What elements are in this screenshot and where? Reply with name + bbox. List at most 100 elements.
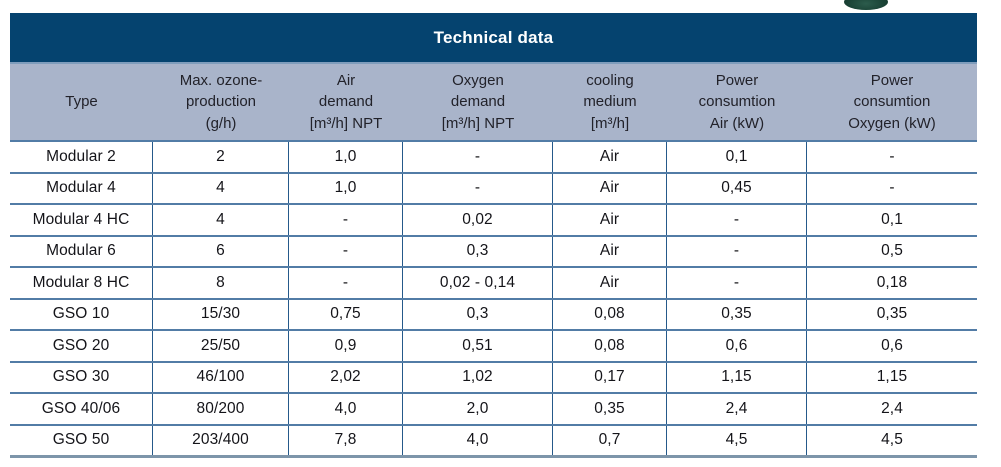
- table-cell: 2,4: [881, 399, 903, 417]
- column-header-line: [m³/h]: [590, 114, 630, 132]
- table-cell: 8: [153, 268, 289, 298]
- table-cell: 46/100: [153, 362, 289, 392]
- table-cell: -: [289, 236, 403, 266]
- table-cell: 80/200: [153, 394, 289, 424]
- table-cell: 0,18: [876, 273, 908, 291]
- table-cell: -: [889, 179, 895, 197]
- column-header: Max. ozone-production (g/h): [153, 64, 289, 140]
- table-cell: 0,17: [553, 362, 667, 392]
- table-cell: -: [403, 173, 553, 203]
- table-cell: 0,35: [876, 305, 908, 323]
- table-row: GSO 20 25/50 0,9 0,51 0,08 0,6 0,6: [10, 329, 977, 361]
- column-header: Type: [10, 64, 153, 140]
- column-header-line: Type: [65, 93, 98, 111]
- table-row: GSO 30 46/100 2,02 1,02 0,17 1,15 1,15: [10, 360, 977, 392]
- table-body: Modular 2 2 1,0- Air 0,1- Modular 4 4 1,0- Air 0,…: [10, 140, 977, 458]
- table-row: GSO 50 203/400 7,8 4,0 0,7 4,5 4,5: [10, 423, 977, 455]
- column-header-line: demand: [450, 93, 506, 111]
- table-row: GSO 40/06 80/200 4,0 2,0 0,35 2,4 2,4: [10, 392, 977, 424]
- table-title: Technical data: [433, 27, 554, 47]
- table-cell: Air: [553, 205, 667, 235]
- table-cell: 4,0: [403, 425, 553, 455]
- table-cell: Modular 2: [10, 142, 153, 172]
- table-cell: -: [403, 142, 553, 172]
- table-cell: 4,5: [667, 425, 807, 455]
- table-cell: GSO 30: [10, 362, 153, 392]
- table-cell: GSO 50: [10, 425, 153, 455]
- column-header-line: [m³/h] NPT: [309, 114, 383, 132]
- table-cell: 1,02: [403, 362, 553, 392]
- table-cell: 0,6: [881, 336, 903, 354]
- table-row: Modular 4 4 1,0- Air 0,45-: [10, 171, 977, 203]
- table-cell: Modular 4: [10, 173, 153, 203]
- column-header-line: (g/h): [205, 114, 237, 132]
- column-header: Power consumtion Oxygen (kW): [807, 64, 977, 140]
- table-cell: 0,08: [553, 331, 667, 361]
- table-cell: Air: [553, 142, 667, 172]
- table-row: Modular 6 6-0,3 Air -0,5: [10, 234, 977, 266]
- column-header-line: Power: [870, 72, 914, 90]
- table-cell: 1,15: [876, 368, 908, 386]
- table-cell: GSO 40/06: [10, 394, 153, 424]
- table-cell: -: [289, 268, 403, 298]
- table-cell: 0,45: [667, 173, 807, 203]
- column-header: Air demand [m³/h] NPT: [289, 64, 403, 140]
- table-cell: 0,5: [881, 242, 903, 260]
- table-cell: -: [289, 205, 403, 235]
- table-cell: 4: [153, 173, 289, 203]
- table-row: GSO 10 15/30 0,75 0,3 0,08 0,35 0,35: [10, 297, 977, 329]
- table-cell: 0,3: [403, 299, 553, 329]
- table-cell: 0,9: [289, 331, 403, 361]
- table-cell: 0,02: [403, 205, 553, 235]
- table-cell: 4,0: [289, 394, 403, 424]
- table-cell: 0,6: [667, 331, 807, 361]
- table-cell: -: [667, 205, 807, 235]
- column-header: Power consumtion Air (kW): [667, 64, 807, 140]
- table-cell: -: [667, 268, 807, 298]
- column-header: Oxygen demand [m³/h] NPT: [403, 64, 553, 140]
- table-cell: 0,3: [403, 236, 553, 266]
- table-cell: 15/30: [153, 299, 289, 329]
- table-cell: 4: [153, 205, 289, 235]
- column-header-line: Air (kW): [709, 114, 765, 132]
- table-title-bar: Technical data: [10, 13, 977, 64]
- table-cell: Modular 6: [10, 236, 153, 266]
- column-header-line: Oxygen (kW): [848, 114, 936, 132]
- table-cell: Air: [553, 236, 667, 266]
- table-cell: 1,0: [289, 173, 403, 203]
- table-cell: 2: [153, 142, 289, 172]
- table-cell: GSO 20: [10, 331, 153, 361]
- column-header-line: medium: [583, 93, 637, 111]
- table-cell: 0,1: [667, 142, 807, 172]
- table-cell: -: [889, 147, 895, 165]
- column-header-line: consumtion: [853, 93, 931, 111]
- table-cell: Air: [553, 268, 667, 298]
- column-header-line: Oxygen: [452, 72, 504, 90]
- column-header-line: demand: [318, 93, 374, 111]
- table-cell: 1,15: [667, 362, 807, 392]
- table-header-row: Type Max. ozone-production (g/h) Air demand […: [10, 64, 977, 140]
- column-header-line: Power: [715, 72, 759, 90]
- technical-data-table: Technical data Type Max. ozone-production…: [10, 13, 977, 458]
- table-cell: 6: [153, 236, 289, 266]
- table-cell: 0,02 - 0,14: [403, 268, 553, 298]
- table-cell: 2,02: [289, 362, 403, 392]
- table-cell: 0,35: [553, 394, 667, 424]
- column-header-line: consumtion: [698, 93, 776, 111]
- table-cell: 203/400: [153, 425, 289, 455]
- column-header-line: [m³/h] NPT: [441, 114, 515, 132]
- table-cell: 0,51: [403, 331, 553, 361]
- table-cell: 7,8: [289, 425, 403, 455]
- table-cell: 1,0: [289, 142, 403, 172]
- column-header-line: cooling: [586, 72, 634, 90]
- table-cell: 0,35: [667, 299, 807, 329]
- table-cell: Modular 8 HC: [10, 268, 153, 298]
- table-row: Modular 8 HC 8-0,02 - 0,14 Air -0,18: [10, 266, 977, 298]
- table-cell: 0,08: [553, 299, 667, 329]
- table-cell: 4,5: [881, 431, 903, 449]
- column-header-line: Air: [336, 72, 356, 90]
- table-cell: 0,75: [289, 299, 403, 329]
- table-cell: GSO 10: [10, 299, 153, 329]
- column-header-line: production: [185, 93, 257, 111]
